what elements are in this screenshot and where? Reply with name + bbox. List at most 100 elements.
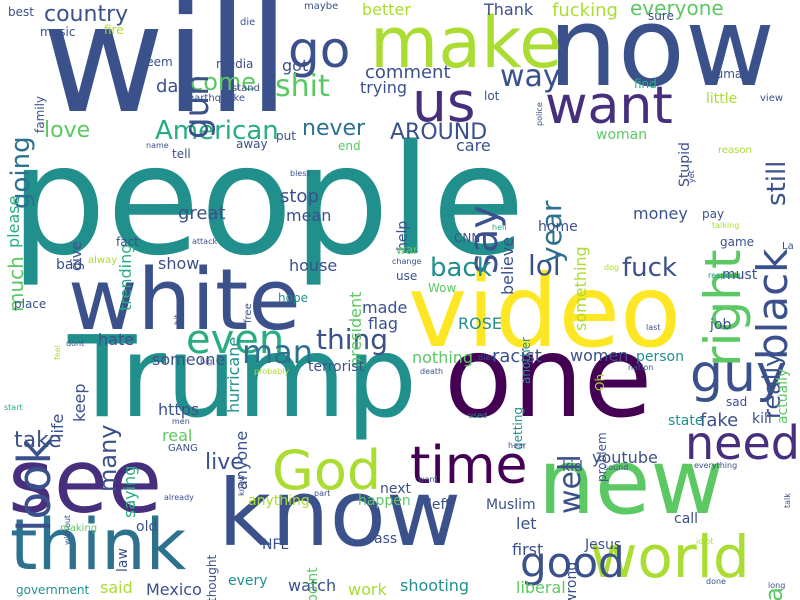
- word-wrong: wrong: [564, 561, 580, 600]
- word-take: take: [14, 428, 62, 453]
- word-law: law: [115, 548, 131, 572]
- word-house: house: [289, 256, 338, 275]
- word-see: see: [8, 430, 163, 533]
- word-war: war: [396, 243, 419, 257]
- word-hit: hit: [173, 314, 182, 325]
- word-happen: happen: [358, 493, 411, 509]
- word-mean: mean: [286, 206, 332, 225]
- word-sad: sad: [726, 395, 748, 409]
- word-someone: someone: [152, 350, 226, 369]
- word-us: us: [412, 70, 476, 134]
- word-free: free: [243, 303, 254, 323]
- word-go: go: [288, 21, 351, 79]
- word-around: AROUND: [390, 120, 488, 145]
- word-oh: Oh: [593, 373, 607, 391]
- word-stop: stop: [280, 186, 319, 207]
- word-state: state: [668, 413, 704, 429]
- word-bad: bad: [56, 257, 83, 273]
- word-saying: saying: [120, 465, 139, 518]
- word-shooting: shooting: [400, 576, 470, 595]
- word-word: word: [418, 475, 438, 484]
- word-new: new: [538, 430, 725, 535]
- word-youtube: youtube: [592, 448, 658, 467]
- word-good: good: [520, 538, 625, 587]
- word-seem: seem: [140, 55, 173, 69]
- word-gang: GANG: [168, 443, 198, 454]
- word-fact: fact: [116, 235, 139, 249]
- word-another: another: [519, 337, 533, 384]
- word-fuck: fuck: [622, 253, 677, 283]
- word-use: use: [396, 269, 418, 283]
- word-will: will: [42, 0, 290, 147]
- word-person: person: [636, 349, 684, 365]
- word-god: God: [272, 439, 382, 502]
- word-human: human: [708, 67, 750, 81]
- word-please: please: [4, 195, 23, 248]
- word-great: great: [178, 203, 226, 224]
- word-woman: woman: [596, 127, 648, 143]
- word-call: call: [674, 511, 699, 527]
- word-reason: reason: [718, 145, 752, 156]
- word-long: long: [768, 581, 786, 590]
- word-made: made: [362, 298, 408, 317]
- word-done: done: [706, 577, 726, 586]
- word-watch: watch: [288, 576, 337, 595]
- word-mexico: Mexico: [146, 580, 202, 599]
- word-big: big: [200, 357, 213, 366]
- word-sure: sure: [648, 9, 674, 23]
- word-work: work: [348, 580, 387, 599]
- word-attack: attack: [192, 237, 218, 246]
- word-old: old: [136, 519, 158, 535]
- word-hurricane: hurricane: [224, 336, 243, 413]
- word-terrorist: terrorist: [308, 359, 365, 375]
- word-put: put: [276, 129, 296, 143]
- word-idiot: idiot: [696, 537, 714, 546]
- word-government: government: [16, 583, 90, 597]
- word-earthquake: earthquake: [188, 93, 246, 104]
- word-come: come: [190, 68, 257, 96]
- word-name: name: [146, 141, 169, 150]
- word-liberal: liberal: [516, 578, 566, 597]
- word-show: show: [158, 254, 200, 273]
- word-something: something: [571, 246, 590, 331]
- word-need: need: [685, 416, 800, 470]
- word-feel: feel: [53, 345, 62, 360]
- word-shit: shit: [275, 69, 330, 104]
- word-actually: actually: [775, 368, 791, 424]
- word-home: home: [538, 219, 578, 235]
- word-time: time: [410, 436, 528, 496]
- word-tell: tell: [172, 147, 191, 161]
- word-last: last: [646, 323, 661, 332]
- word-used: used: [468, 411, 488, 420]
- word-kill: kill: [752, 411, 772, 427]
- word-already: already: [164, 493, 194, 502]
- word-way: way: [500, 59, 561, 94]
- word-better: better: [362, 0, 411, 19]
- word-respect: respect: [708, 271, 738, 280]
- word-kid: kid: [562, 459, 583, 475]
- word-part: part: [314, 489, 331, 498]
- word-back: back: [430, 253, 492, 283]
- word-flag: flag: [368, 314, 399, 333]
- word-nfl: NFL: [262, 537, 289, 553]
- word-job: job: [710, 317, 732, 333]
- word-hate: hate: [98, 330, 135, 349]
- word-love: love: [44, 118, 91, 143]
- word-rose: ROSE: [458, 314, 502, 333]
- word-hear: hear: [508, 441, 527, 450]
- word-sound: sound: [604, 463, 629, 472]
- word-women: women: [570, 346, 629, 365]
- word-probably: probably: [254, 367, 290, 376]
- word-jesus: Jesus: [585, 537, 622, 553]
- word-death: death: [420, 367, 444, 376]
- word-even: even: [186, 317, 285, 363]
- word-let: let: [516, 514, 537, 533]
- word-think: think: [10, 504, 187, 586]
- word-view: view: [760, 93, 784, 104]
- word-making: making: [60, 523, 98, 534]
- word-change: change: [392, 257, 422, 266]
- word-hope: hope: [278, 291, 308, 305]
- word-money: money: [633, 204, 688, 223]
- word-talking: talking: [712, 221, 740, 230]
